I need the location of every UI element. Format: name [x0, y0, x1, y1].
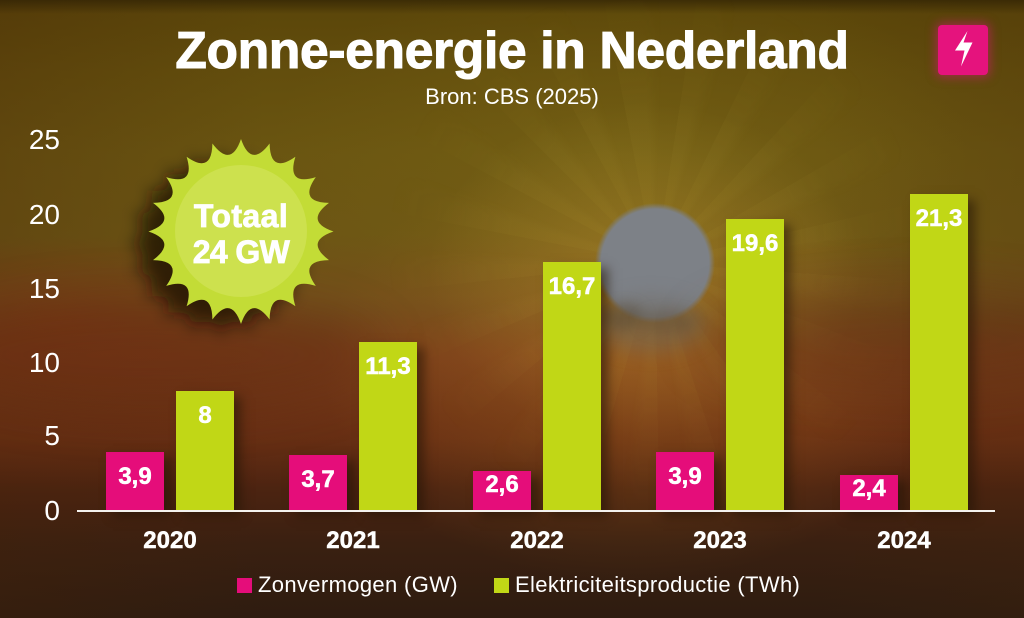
svg-text:Totaal: Totaal — [194, 198, 288, 234]
svg-text:24 GW: 24 GW — [193, 234, 291, 270]
